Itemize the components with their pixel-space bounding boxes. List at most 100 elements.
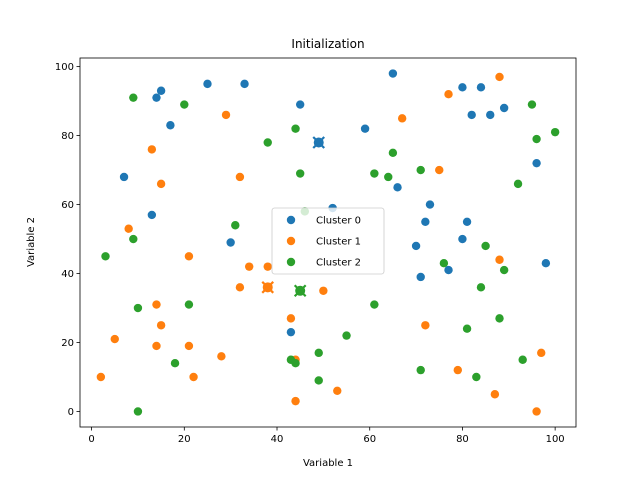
data-point (384, 172, 393, 182)
data-point (550, 127, 560, 137)
legend-item: Cluster 1 (286, 236, 361, 248)
data-point (541, 258, 551, 268)
data-point (226, 238, 235, 247)
data-point (527, 100, 537, 109)
centroid-x-mark (312, 136, 326, 149)
data-point (388, 148, 398, 158)
y-tick-label: 40 (61, 269, 74, 280)
data-point (235, 172, 245, 182)
data-point (444, 90, 453, 99)
data-point (119, 172, 129, 182)
data-point (476, 283, 486, 292)
y-tick-label: 100 (55, 62, 74, 73)
legend-label: Cluster 1 (316, 237, 361, 248)
data-point (421, 217, 430, 227)
legend-label: Cluster 2 (316, 258, 361, 269)
data-point (291, 359, 300, 368)
data-point (152, 341, 161, 351)
data-point (435, 165, 444, 175)
data-point (444, 265, 453, 275)
x-axis-label: Variable 1 (303, 458, 353, 469)
data-point (370, 169, 379, 178)
plot-area (79, 57, 577, 428)
data-point (397, 114, 407, 123)
data-point (314, 376, 323, 385)
data-point (499, 265, 509, 275)
data-points (96, 69, 560, 416)
x-tick-label: 60 (363, 434, 376, 445)
data-point (240, 79, 249, 89)
data-point (184, 252, 194, 261)
x-tick-label: 20 (178, 434, 191, 445)
data-point (453, 365, 462, 375)
data-point (189, 372, 198, 382)
data-point (481, 241, 490, 251)
data-point (156, 321, 166, 330)
x-tick-label: 40 (271, 434, 284, 445)
data-point (147, 145, 157, 154)
legend-label: Cluster 0 (316, 216, 361, 227)
data-point (110, 334, 119, 344)
data-point (518, 355, 527, 364)
data-point (263, 262, 272, 271)
legend-item: Cluster 0 (286, 215, 361, 227)
data-point (124, 224, 133, 233)
x-axis: 0 20 40 60 80 100 (88, 427, 565, 445)
data-point (295, 100, 305, 109)
centroid-markers (261, 136, 326, 298)
legend-item: Cluster 2 (286, 258, 361, 269)
data-point (319, 286, 328, 295)
legend-marker (286, 236, 296, 246)
centroid-x-mark (261, 281, 275, 294)
data-point (156, 179, 166, 189)
data-point (180, 100, 189, 109)
data-point (388, 69, 398, 78)
y-tick-label: 80 (61, 131, 74, 142)
y-axis: 0 20 40 60 80 100 (55, 62, 80, 418)
centroid-marker-cluster-2 (293, 284, 307, 298)
data-point (129, 93, 138, 102)
data-point (96, 372, 106, 382)
data-point (416, 165, 425, 175)
data-point (360, 124, 370, 133)
data-point (425, 200, 435, 209)
data-point (393, 183, 402, 192)
series-cluster-1 (96, 72, 546, 416)
data-point (472, 372, 481, 382)
centroid-marker-cluster-1 (261, 281, 275, 294)
legend-box (271, 207, 385, 275)
data-point (416, 365, 425, 375)
data-point (152, 93, 161, 102)
data-point (495, 72, 504, 82)
centroid-marker-cluster-0 (312, 136, 326, 149)
data-point (221, 110, 231, 120)
y-tick-label: 0 (68, 407, 74, 418)
centroid-x-mark (293, 284, 307, 298)
data-point (152, 300, 161, 309)
data-point (235, 283, 245, 292)
data-point (495, 255, 504, 264)
data-point (370, 300, 379, 309)
data-point (170, 359, 180, 368)
data-point (532, 407, 541, 416)
data-point (439, 258, 449, 268)
data-point (217, 352, 226, 361)
data-point (421, 321, 430, 330)
data-point (458, 234, 467, 244)
data-point (286, 314, 296, 323)
data-point (333, 386, 342, 395)
data-point (458, 83, 467, 92)
data-point (499, 103, 509, 113)
data-point (286, 327, 296, 337)
data-point (166, 121, 175, 130)
y-axis-label: Variable 2 (26, 217, 37, 267)
y-tick-label: 60 (61, 200, 74, 211)
legend-marker (286, 215, 296, 225)
data-point (462, 324, 472, 333)
data-point (513, 179, 523, 189)
data-point (184, 300, 194, 309)
data-point (537, 348, 546, 358)
data-point (476, 83, 486, 92)
data-point (156, 86, 166, 95)
